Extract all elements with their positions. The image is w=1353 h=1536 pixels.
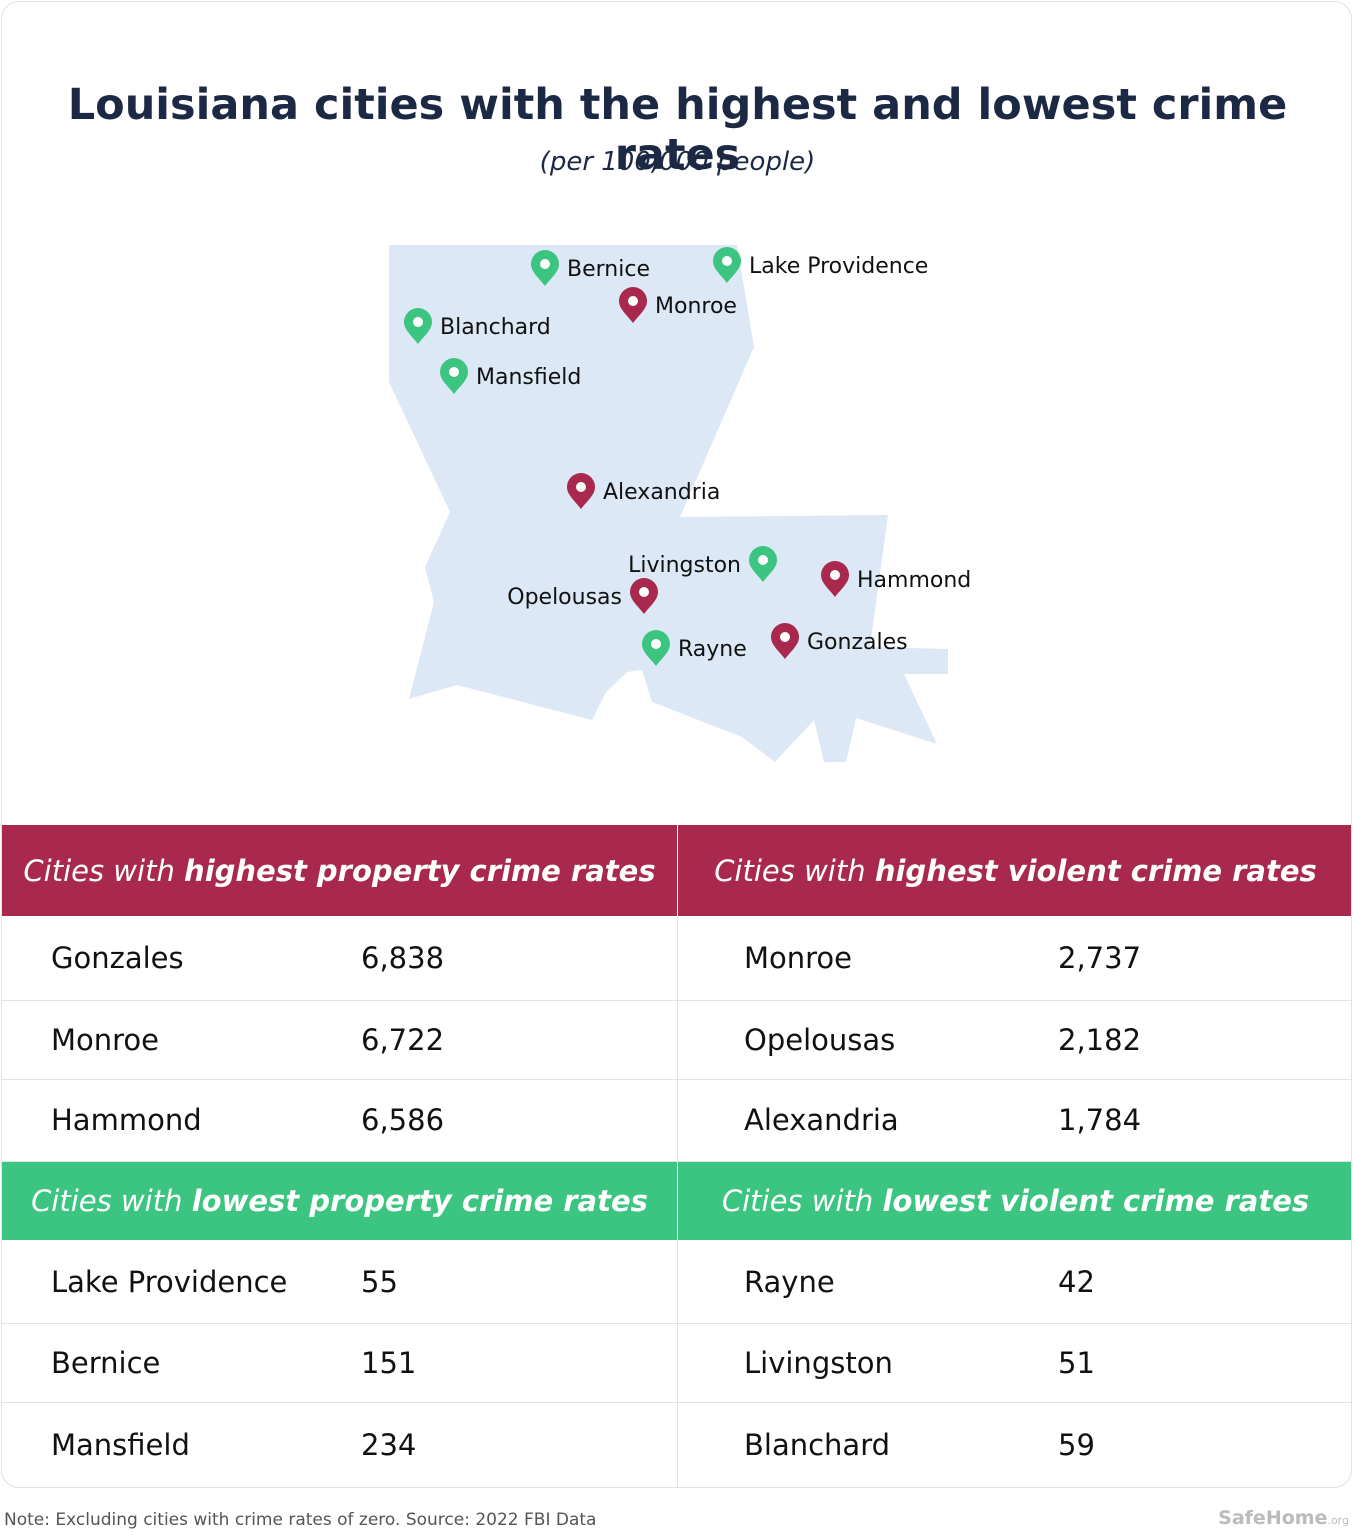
header-emphasis: lowest property crime rates [191, 1184, 648, 1218]
pin-dot [576, 482, 586, 492]
pin-label: Rayne [678, 637, 747, 662]
table-header: Cities with highest property crime rates [2, 825, 677, 916]
map: Bernice Lake Providence Monroe Blanchard Man… [389, 245, 971, 762]
table-row: Gonzales 6,838 [2, 916, 678, 1001]
pin-dot [830, 570, 840, 580]
table-row: Monroe 2,737 [678, 916, 1351, 1001]
map-pin [404, 308, 432, 344]
header-prefix: Cities with [31, 1184, 192, 1218]
table-row: Blanchard 59 [678, 1402, 1351, 1487]
map-pin [713, 247, 741, 283]
rate: 59 [1058, 1427, 1095, 1462]
map-pin [630, 578, 658, 614]
map-pin [619, 287, 647, 323]
table-row: Monroe 6,722 [2, 1000, 678, 1080]
pin-label: Bernice [567, 257, 650, 282]
header-prefix: Cities with [23, 853, 185, 888]
rate: 2,737 [1058, 941, 1142, 975]
rate: 42 [1058, 1264, 1095, 1299]
rate: 2,182 [1058, 1022, 1142, 1057]
city: Alexandria [744, 1103, 899, 1137]
header-prefix: Cities with [714, 853, 875, 888]
pin-dot [722, 256, 732, 266]
table-row: Alexandria 1,784 [678, 1079, 1351, 1162]
map-pin [440, 358, 468, 394]
pin-dot [449, 367, 459, 377]
table-row: Livingston 51 [678, 1323, 1351, 1403]
map-pin [749, 546, 777, 582]
table-header: Cities with highest violent crime rates [678, 825, 1351, 916]
rate: 6,838 [361, 941, 445, 975]
city: Monroe [51, 1022, 160, 1057]
header-prefix: Cities with [721, 1184, 883, 1218]
city: Livingston [744, 1345, 893, 1380]
table-row: Hammond 6,586 [2, 1079, 678, 1162]
rate: 151 [361, 1345, 417, 1380]
map-pin [771, 623, 799, 659]
rate: 234 [361, 1427, 417, 1462]
header-emphasis: lowest violent crime rates [882, 1184, 1310, 1218]
pin-dot [413, 317, 423, 327]
pin-dot [758, 555, 768, 565]
table-header: Cities with lowest violent crime rates [678, 1162, 1351, 1240]
map-pin [821, 561, 849, 597]
table-row: Rayne 42 [678, 1240, 1351, 1324]
city: Hammond [51, 1103, 202, 1137]
city: Bernice [51, 1345, 161, 1380]
footnote: Note: Excluding cities with crime rates … [4, 1510, 597, 1530]
pin-label: Blanchard [440, 315, 551, 340]
rate: 55 [361, 1264, 398, 1299]
city: Mansfield [51, 1427, 190, 1462]
state-shape [389, 245, 948, 762]
pin-label: Hammond [857, 568, 971, 593]
pin-label: Alexandria [603, 480, 720, 505]
rate: 1,784 [1058, 1103, 1142, 1137]
city: Opelousas [744, 1022, 896, 1057]
header-emphasis: highest property crime rates [184, 853, 656, 888]
table-row: Opelousas 2,182 [678, 1000, 1351, 1080]
logo: SafeHome.org [1218, 1507, 1349, 1529]
table-row: Bernice 151 [2, 1323, 678, 1403]
map-pin [531, 250, 559, 286]
pin-dot [639, 587, 649, 597]
logo-text: SafeHome [1218, 1507, 1328, 1529]
pin-label: Livingston [628, 553, 741, 578]
map-pin [567, 473, 595, 509]
table-row: Lake Providence 55 [2, 1240, 678, 1324]
pin-label: Monroe [655, 294, 737, 319]
pin-dot [628, 296, 638, 306]
pin-dot [651, 639, 661, 649]
pin-label: Gonzales [807, 630, 908, 655]
pin-label: Opelousas [507, 585, 622, 610]
subtitle: (per 100,000 people) [539, 147, 816, 177]
table-row: Mansfield 234 [2, 1402, 678, 1487]
logo-suffix: .org [1327, 1514, 1349, 1527]
rate: 51 [1058, 1345, 1095, 1380]
pin-dot [780, 632, 790, 642]
city: Rayne [744, 1264, 835, 1299]
city: Monroe [744, 941, 853, 975]
city: Gonzales [51, 941, 184, 975]
table-header: Cities with lowest property crime rates [2, 1162, 677, 1240]
rate: 6,722 [361, 1022, 445, 1057]
title: Louisiana cities with the highest and lo… [67, 80, 1288, 180]
pin-label: Lake Providence [749, 254, 928, 279]
header-emphasis: highest violent crime rates [874, 853, 1317, 888]
pin-dot [540, 259, 550, 269]
rate: 6,586 [361, 1103, 445, 1137]
card: Bernice Lake Providence Monroe Blanchard Man… [1, 1, 1352, 1488]
city: Blanchard [744, 1427, 891, 1462]
map-pin [642, 630, 670, 666]
pin-label: Mansfield [476, 365, 581, 390]
city: Lake Providence [51, 1264, 288, 1299]
